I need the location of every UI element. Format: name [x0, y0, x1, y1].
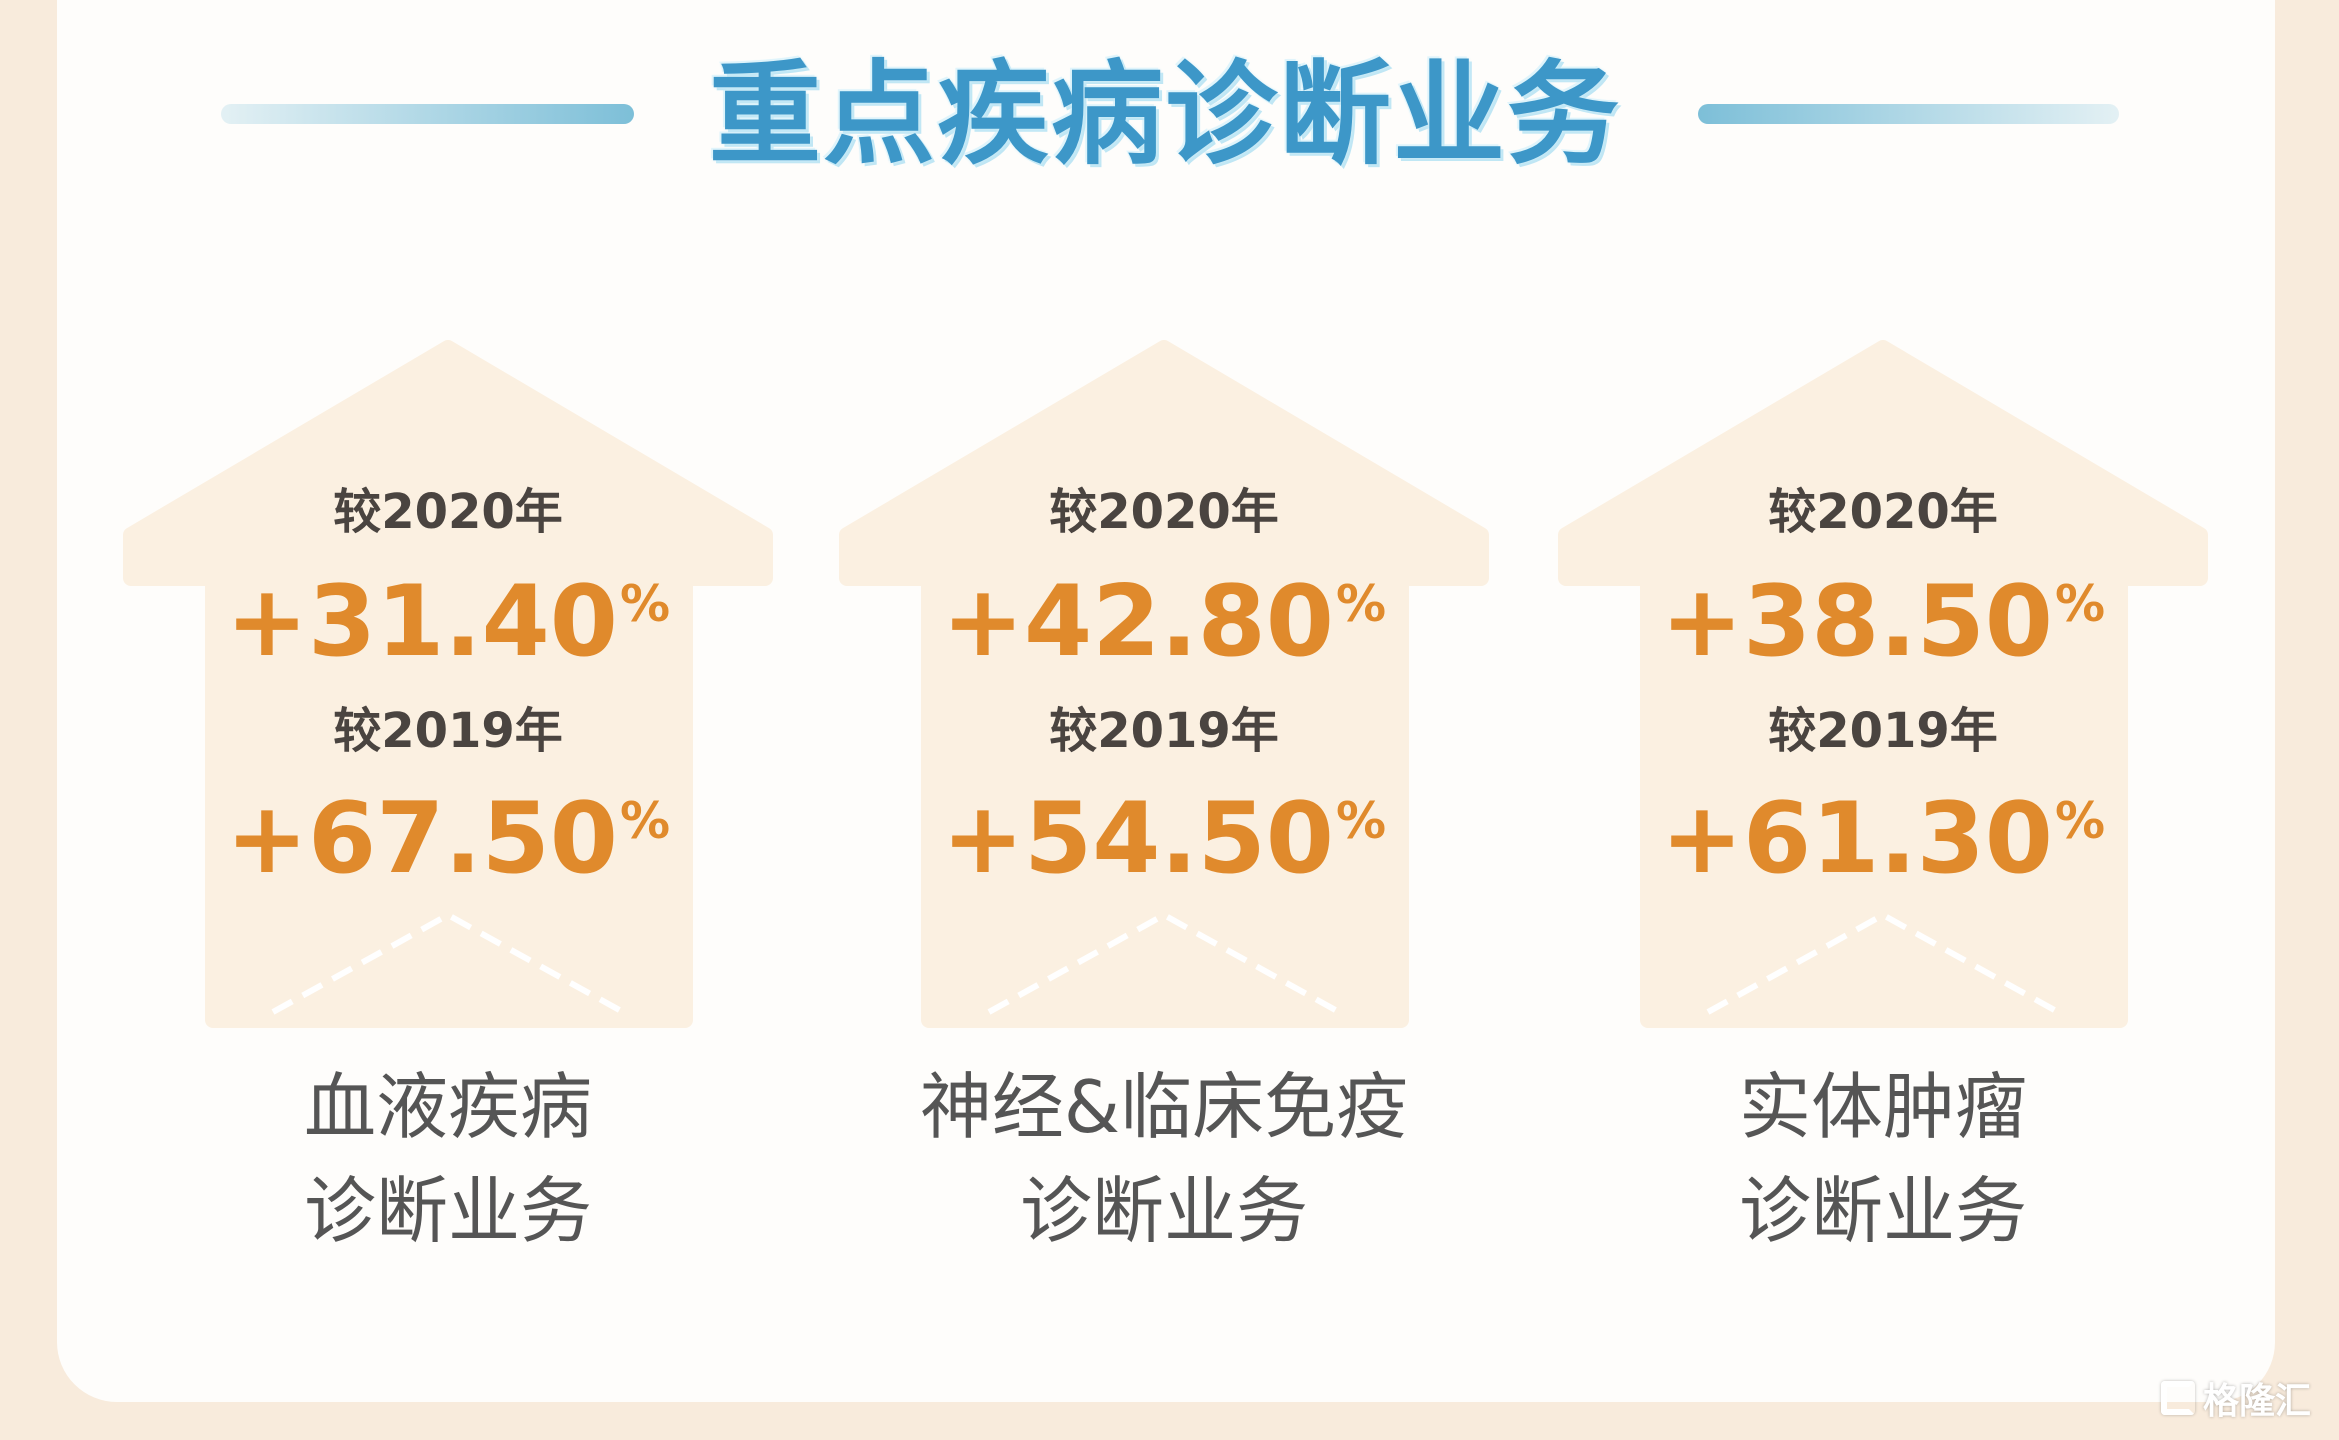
- growth-vs-2019: +67.50%: [123, 766, 773, 894]
- compare-2020-label: 较2020年: [1768, 484, 1998, 540]
- compare-2019-label: 较2019年: [333, 703, 563, 759]
- house-body: [123, 340, 773, 1028]
- compare-2020-label: 较2020年: [333, 484, 563, 540]
- percent-sign: %: [620, 575, 671, 633]
- growth-vs-2019-value: +67.50: [225, 782, 618, 896]
- growth-vs-2019-value: +54.50: [941, 782, 1334, 896]
- business-label-3: 实体肿瘤 诊断业务: [1533, 1055, 2233, 1263]
- business-label-2: 神经&临床免疫 诊断业务: [814, 1055, 1514, 1263]
- compare-2019-label: 较2019年: [1049, 703, 1279, 759]
- percent-sign: %: [1336, 792, 1387, 850]
- growth-house-1: 较2020年 +31.40% 较2019年 +67.50%: [123, 340, 773, 1030]
- percent-sign: %: [620, 792, 671, 850]
- business-label-1: 血液疾病 诊断业务: [98, 1055, 798, 1263]
- growth-vs-2020-value: +31.40: [225, 565, 618, 679]
- business-label-line1: 神经&临床免疫: [919, 1065, 1409, 1149]
- compare-2020-label: 较2020年: [1049, 484, 1279, 540]
- growth-vs-2020: +31.40%: [123, 549, 773, 677]
- percent-sign: %: [2055, 575, 2106, 633]
- house-body: [839, 340, 1489, 1028]
- page-title: 重点疾病诊断业务: [709, 50, 1621, 180]
- percent-sign: %: [2055, 792, 2106, 850]
- business-label-line2: 诊断业务: [1738, 1169, 2027, 1253]
- percent-sign: %: [1336, 575, 1387, 633]
- compare-2019-label: 较2019年: [1768, 703, 1998, 759]
- gelonghui-logo-icon: [2160, 1381, 2195, 1415]
- house-body: [1558, 340, 2208, 1028]
- watermark: 格隆汇: [2160, 1372, 2311, 1424]
- title-decoration-left: [221, 104, 634, 124]
- growth-house-3: 较2020年 +38.50% 较2019年 +61.30%: [1558, 340, 2208, 1030]
- business-label-line2: 诊断业务: [1019, 1169, 1308, 1253]
- business-label-line2: 诊断业务: [303, 1169, 592, 1253]
- house-shape: [1558, 340, 2208, 1028]
- growth-vs-2020: +38.50%: [1558, 549, 2208, 677]
- business-label-line1: 血液疾病: [303, 1065, 592, 1149]
- growth-house-2: 较2020年 +42.80% 较2019年 +54.50%: [839, 340, 1489, 1030]
- house-shape: [839, 340, 1489, 1028]
- house-shape: [123, 340, 773, 1028]
- growth-vs-2019-value: +61.30: [1660, 782, 2053, 896]
- growth-vs-2019: +54.50%: [839, 766, 1489, 894]
- business-label-line1: 实体肿瘤: [1738, 1065, 2027, 1149]
- watermark-text: 格隆汇: [2202, 1381, 2311, 1422]
- growth-vs-2019: +61.30%: [1558, 766, 2208, 894]
- growth-vs-2020-value: +38.50: [1660, 565, 2053, 679]
- growth-vs-2020: +42.80%: [839, 549, 1489, 677]
- title-decoration-right: [1698, 104, 2119, 124]
- growth-vs-2020-value: +42.80: [941, 565, 1334, 679]
